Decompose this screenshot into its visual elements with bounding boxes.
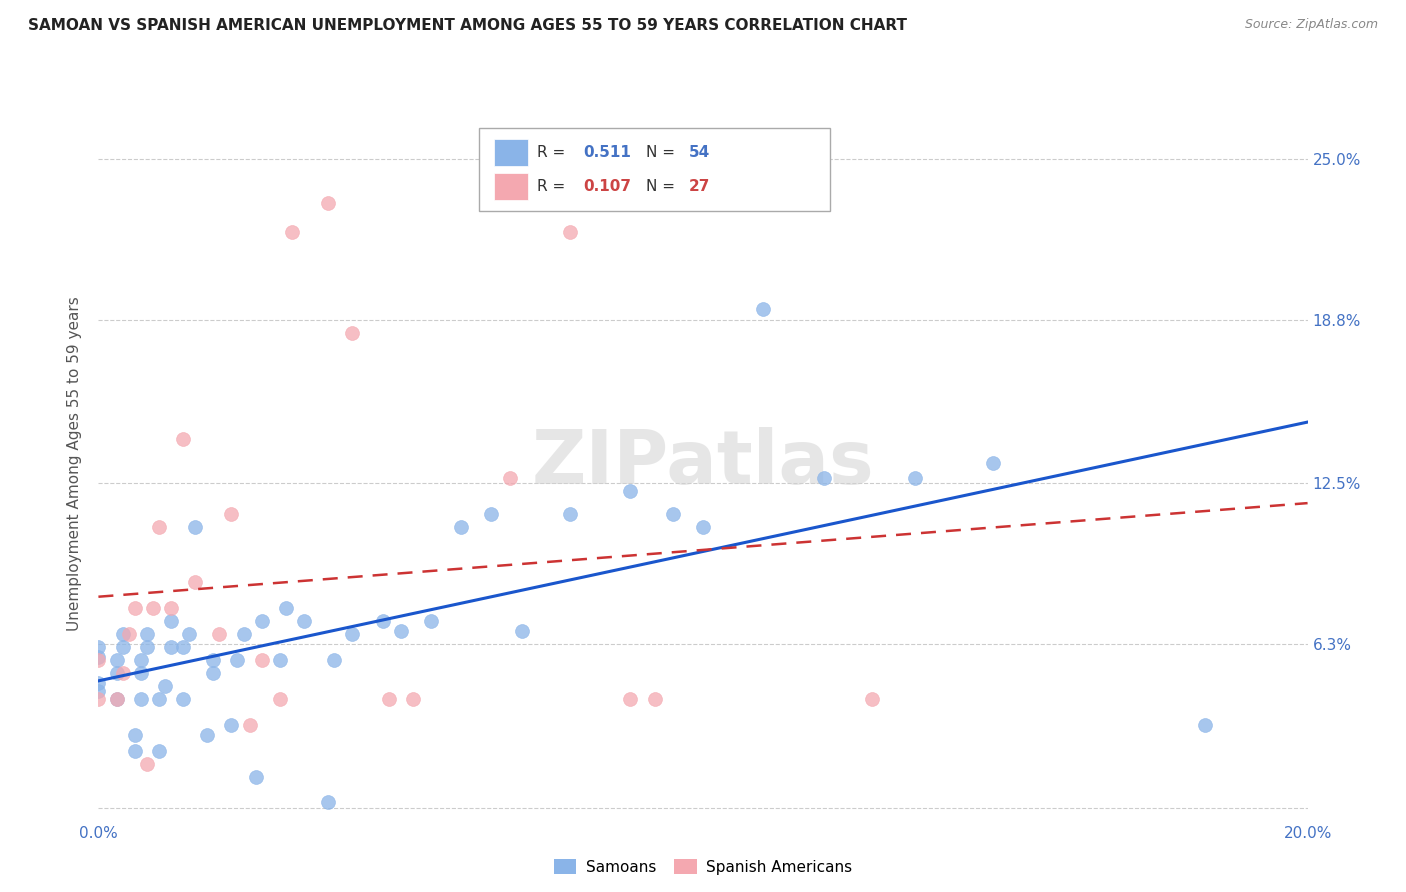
Point (105, 665, 128, 680)
Point (371, 614, 394, 628)
Point (274, 600, 297, 615)
Point (510, 624, 533, 639)
Point (644, 691, 666, 706)
Text: R =: R = (537, 145, 571, 161)
Point (245, 770, 267, 784)
Point (323, 653, 346, 667)
Point (904, 471, 927, 485)
Point (558, 508, 581, 522)
Text: N =: N = (647, 178, 681, 194)
Point (105, 653, 128, 667)
Text: R =: R = (537, 178, 571, 194)
Point (160, 600, 183, 615)
Point (226, 653, 249, 667)
Point (179, 627, 201, 641)
Point (129, 665, 152, 680)
Point (221, 717, 243, 731)
Point (250, 653, 273, 667)
Point (111, 627, 134, 641)
Point (172, 691, 194, 706)
Point (129, 691, 152, 706)
Point (619, 691, 641, 706)
Point (111, 665, 134, 680)
Point (87, 691, 110, 706)
Point (316, 796, 339, 810)
Point (662, 508, 685, 522)
Text: N =: N = (647, 145, 681, 161)
Point (269, 653, 291, 667)
Point (1194, 717, 1216, 731)
Text: 0.107: 0.107 (583, 178, 631, 194)
Point (87, 650, 110, 665)
Point (135, 640, 157, 654)
Point (402, 691, 425, 706)
Y-axis label: Unemployment Among Ages 55 to 59 years: Unemployment Among Ages 55 to 59 years (67, 296, 83, 632)
Point (981, 456, 1004, 470)
Point (221, 508, 243, 522)
Text: ZIPatlas: ZIPatlas (531, 427, 875, 500)
Point (87, 640, 110, 654)
Point (752, 302, 775, 317)
Point (481, 508, 503, 522)
Point (142, 600, 165, 615)
Point (105, 691, 128, 706)
Point (692, 520, 714, 534)
Point (281, 225, 304, 239)
Text: SAMOAN VS SPANISH AMERICAN UNEMPLOYMENT AMONG AGES 55 TO 59 YEARS CORRELATION CH: SAMOAN VS SPANISH AMERICAN UNEMPLOYMENT … (28, 18, 907, 33)
Point (813, 471, 835, 485)
Point (250, 614, 273, 628)
Point (153, 679, 176, 693)
Point (124, 728, 146, 742)
Point (269, 691, 291, 706)
Point (558, 225, 581, 239)
FancyBboxPatch shape (479, 128, 830, 211)
Point (160, 614, 183, 628)
Point (498, 471, 520, 485)
Point (160, 640, 183, 654)
Point (87, 676, 110, 690)
Point (124, 743, 146, 757)
Point (184, 520, 207, 534)
Point (202, 653, 225, 667)
Point (118, 627, 141, 641)
Point (105, 691, 128, 706)
Point (619, 484, 641, 499)
Legend: Samoans, Spanish Americans: Samoans, Spanish Americans (547, 853, 859, 880)
Point (148, 743, 170, 757)
Point (316, 196, 339, 211)
Point (129, 653, 152, 667)
Text: Source: ZipAtlas.com: Source: ZipAtlas.com (1244, 18, 1378, 31)
Point (135, 756, 157, 771)
Point (232, 627, 254, 641)
Point (342, 627, 364, 641)
Point (124, 600, 146, 615)
FancyBboxPatch shape (494, 139, 527, 166)
Text: 0.511: 0.511 (583, 145, 631, 161)
Point (389, 624, 412, 639)
Point (148, 520, 170, 534)
Point (239, 717, 262, 731)
Point (292, 614, 315, 628)
Point (342, 326, 364, 340)
Point (87, 653, 110, 667)
Point (208, 627, 231, 641)
Point (135, 627, 157, 641)
Point (172, 640, 194, 654)
Point (377, 691, 399, 706)
Point (172, 432, 194, 446)
Point (195, 728, 218, 742)
Point (450, 520, 472, 534)
Point (87, 684, 110, 698)
Point (202, 665, 225, 680)
Point (184, 574, 207, 589)
Point (420, 614, 443, 628)
Point (860, 691, 883, 706)
Point (111, 640, 134, 654)
Point (148, 691, 170, 706)
FancyBboxPatch shape (494, 173, 527, 200)
Text: 27: 27 (689, 178, 710, 194)
Text: 54: 54 (689, 145, 710, 161)
